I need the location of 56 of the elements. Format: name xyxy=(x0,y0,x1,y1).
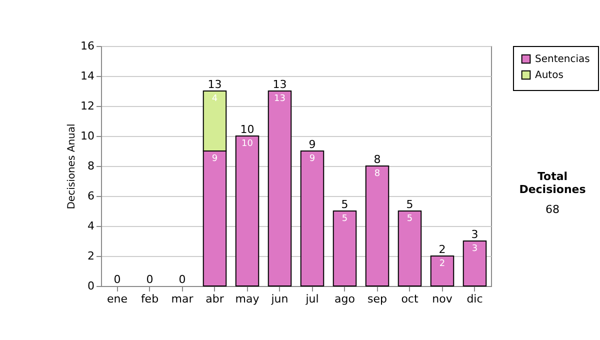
legend-label: Autos xyxy=(535,70,564,81)
total-label: 3 xyxy=(471,228,478,241)
bar xyxy=(332,210,357,286)
bar xyxy=(365,166,390,286)
x-tick-label: mar xyxy=(171,292,194,306)
x-tick-label: nov xyxy=(432,292,453,306)
data-label: 8 xyxy=(374,169,380,179)
data-label: 5 xyxy=(406,214,413,224)
total-label: 0 xyxy=(146,273,154,286)
data-label: 10 xyxy=(242,139,254,149)
bar xyxy=(268,90,292,286)
total-label: 2 xyxy=(438,243,446,256)
y-tick-label: 4 xyxy=(88,220,94,232)
y-axis-title: Decisiones Anual xyxy=(66,124,78,210)
bar xyxy=(235,136,260,286)
y-tick-label: 10 xyxy=(80,130,94,142)
bar xyxy=(430,256,454,286)
data-label: 13 xyxy=(274,94,286,104)
total-label: 0 xyxy=(114,273,121,286)
y-tick-label: 14 xyxy=(80,70,94,82)
x-tick-label: ago xyxy=(334,292,356,306)
x-tick-label: dic xyxy=(466,292,483,306)
text: 68 xyxy=(544,203,560,216)
data-label: 2 xyxy=(439,259,446,269)
bar xyxy=(462,240,487,286)
y-tick-label: 2 xyxy=(88,250,94,262)
x-tick-label: ene xyxy=(106,292,128,306)
y-tick-label: 8 xyxy=(88,160,94,172)
y-tick-label: 6 xyxy=(88,190,94,202)
x-tick-label: oct xyxy=(401,292,419,306)
bar xyxy=(300,150,324,286)
x-tick-label: sep xyxy=(368,292,388,306)
total-label: 10 xyxy=(240,123,254,136)
total-label: 0 xyxy=(178,273,186,286)
x-tick-label: jun xyxy=(270,292,288,306)
total-label: 9 xyxy=(308,138,316,151)
total-label: 5 xyxy=(341,198,348,211)
text: Total Decisiones xyxy=(518,170,587,196)
x-tick-label: jul xyxy=(304,292,319,306)
x-tick-label: feb xyxy=(140,292,159,306)
y-tick-label: 16 xyxy=(80,40,94,52)
data-label: 4 xyxy=(212,94,218,104)
x-tick-label: abr xyxy=(206,292,224,306)
data-label: 9 xyxy=(309,154,316,164)
x-tick-label: may xyxy=(235,292,260,306)
total-label: 13 xyxy=(272,78,287,91)
total-label: 5 xyxy=(406,198,414,211)
data-label: 3 xyxy=(472,244,478,254)
y-tick-label: 0 xyxy=(88,280,94,292)
total-label: 13 xyxy=(208,78,222,91)
data-label: 9 xyxy=(212,154,218,164)
bar xyxy=(398,210,422,286)
data-label: 5 xyxy=(342,214,348,224)
legend-label: Sentencias xyxy=(535,54,590,65)
total-label: 8 xyxy=(374,153,381,166)
y-tick-label: 12 xyxy=(80,100,94,112)
